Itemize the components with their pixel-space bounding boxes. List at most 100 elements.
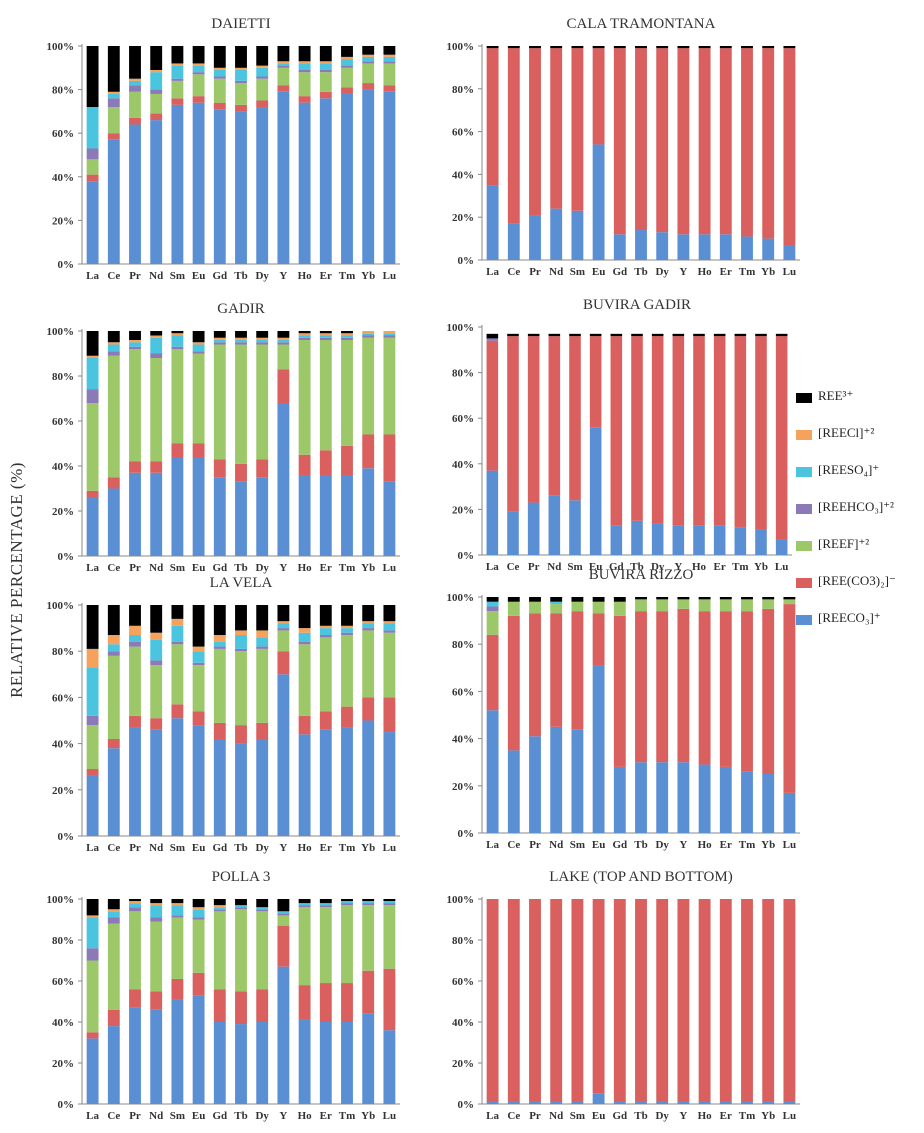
bar-segment-er-reeso (319, 335, 332, 338)
bar-segment-ho-ree-co3 (698, 899, 711, 1102)
bar-segment-gd-reecl (213, 905, 226, 908)
x-tick-label: Gd (609, 561, 624, 573)
bar-segment-er-reehco (319, 69, 332, 73)
bar-segment-ce-reeso (107, 911, 120, 918)
bar-segment-la-reehco (86, 715, 99, 726)
bar-segment-yb-ree-co3 (362, 697, 375, 721)
bar-segment-gd-reehco (213, 646, 226, 649)
bar-segment-er-reehco (319, 635, 332, 638)
bar-segment-gd-reef (213, 648, 226, 723)
bar-segment-la-reeso (86, 917, 99, 949)
legend-item-reef: [REEF]⁺² (796, 536, 924, 558)
bar-segment-tm-reecl (341, 56, 353, 60)
x-tick-label: Er (714, 561, 726, 573)
x-tick-label: Nd (549, 1110, 563, 1122)
bar-segment-ce-ree-co3 (107, 738, 120, 749)
x-tick-label: Tm (739, 839, 756, 851)
bar-segment-tb-reeco (635, 1101, 647, 1104)
bar-segment-gd-ree (613, 597, 626, 602)
chart-panel-la-vela: LA VELA 0% 20% 40% 60% 80% 100% La Ce Pr Nd Sm Eu Gd T… (47, 575, 400, 854)
x-tick-label: Sm (170, 270, 185, 282)
x-tick-label: Pr (529, 1110, 541, 1122)
x-tick-label: Pr (529, 839, 541, 851)
bar-segment-gd-reeco (213, 109, 226, 264)
bar-segment-nd-reeco (550, 726, 563, 833)
legend-swatch (796, 430, 812, 440)
x-tick-label: Gd (212, 562, 227, 574)
bar-segment-gd-ree (213, 46, 226, 68)
bar-segment-ho-reecl (298, 333, 311, 336)
bar-segment-y-reeco (277, 403, 290, 556)
bar-segment-pr-ree (129, 46, 141, 79)
bar-segment-pr-reeso (129, 635, 141, 642)
bar-segment-yb-ree (762, 597, 775, 600)
bar-segment-yb-reef (362, 630, 375, 698)
bar-segment-nd-reef (150, 921, 163, 992)
bar-segment-lu-reeso (383, 901, 396, 904)
bar-segment-la-ree (86, 899, 99, 916)
x-tick-label: Ho (298, 270, 313, 282)
bar-segment-pr-reef (529, 601, 541, 614)
x-tick-label: Ce (107, 562, 120, 574)
bar-segment-tm-reef (341, 67, 353, 88)
y-tick-label: 0% (58, 1099, 75, 1111)
bar-segment-nd-ree-co3 (550, 613, 563, 727)
bar-segment-y-reehco (277, 628, 290, 631)
bar-segment-tb-reeso (235, 340, 247, 343)
bar-segment-yb-reecl (362, 331, 375, 334)
x-tick-label: Yb (761, 839, 775, 851)
y-tick-label: 60% (452, 686, 474, 698)
bar-segment-er-reeco (319, 98, 332, 264)
bar-segment-lu-reeco (783, 1101, 796, 1104)
bar-segment-la-ree (486, 46, 499, 49)
bar-segment-gd-reeso (213, 907, 226, 910)
bar-segment-la-reehco (86, 148, 99, 160)
legend-swatch (796, 578, 812, 588)
bar-segment-er-reeco (713, 525, 726, 555)
bar-segment-y-ree (672, 333, 685, 337)
bar-segment-sm-ree-co3 (171, 704, 184, 719)
chart-title: CALA TRAMONTANA (567, 16, 716, 32)
bar-segment-nd-ree-co3 (150, 113, 163, 121)
bar-segment-ce-ree (107, 331, 120, 343)
bar-segment-dy-reeco (256, 107, 269, 264)
bar-segment-dy-reeco (256, 477, 269, 556)
bar-segment-nd-ree-co3 (150, 991, 163, 1010)
y-tick-label: 40% (52, 172, 74, 184)
bar-segment-sm-reeso (171, 65, 184, 79)
bar-segment-y-reeso (277, 623, 290, 629)
bar-segment-yb-reehco (362, 903, 375, 906)
bar-segment-dy-ree-co3 (256, 722, 269, 739)
bar-segment-ho-reeco (693, 525, 705, 555)
bar-segment-dy-ree-co3 (656, 611, 669, 763)
x-tick-label: Ce (507, 1110, 520, 1122)
bar-segment-y-reeso (277, 340, 290, 343)
bar-segment-yb-ree-co3 (762, 608, 775, 774)
bar-segment-tb-reehco (235, 648, 247, 652)
x-tick-label: Pr (528, 561, 540, 573)
bar-segment-eu-ree (589, 333, 602, 337)
bar-segment-ho-ree (298, 46, 311, 62)
bar-segment-sm-reef (171, 349, 184, 444)
bar-segment-sm-reeco (571, 729, 584, 833)
bar-segment-la-reef (86, 403, 99, 491)
bar-segment-gd-reef (213, 344, 226, 460)
bar-segment-yb-reef (362, 905, 375, 971)
bar-segment-pr-ree-co3 (529, 613, 541, 737)
x-tick-label: Y (679, 839, 687, 851)
bar-segment-gd-ree-co3 (213, 459, 226, 478)
bar-segment-pr-ree-co3 (129, 117, 141, 125)
y-tick-label: 60% (52, 416, 74, 428)
x-tick-label: Nd (549, 266, 563, 278)
bar-segment-ce-reeso (107, 344, 120, 352)
legend-item-reehco3: [REEHCO₃]⁺² (796, 499, 924, 521)
y-axis-label: RELATIVE PERCENTAGE (%) (4, 300, 30, 860)
bar-segment-pr-ree (129, 899, 141, 902)
x-tick-label: Pr (129, 562, 141, 574)
y-tick-label: 20% (52, 1058, 74, 1070)
bar-segment-nd-reehco (150, 660, 163, 666)
bar-segment-gd-reeco (610, 525, 623, 555)
bar-segment-pr-reef (129, 646, 141, 716)
bar-segment-lu-reeco (783, 792, 796, 833)
x-tick-label: Dy (655, 1110, 669, 1122)
